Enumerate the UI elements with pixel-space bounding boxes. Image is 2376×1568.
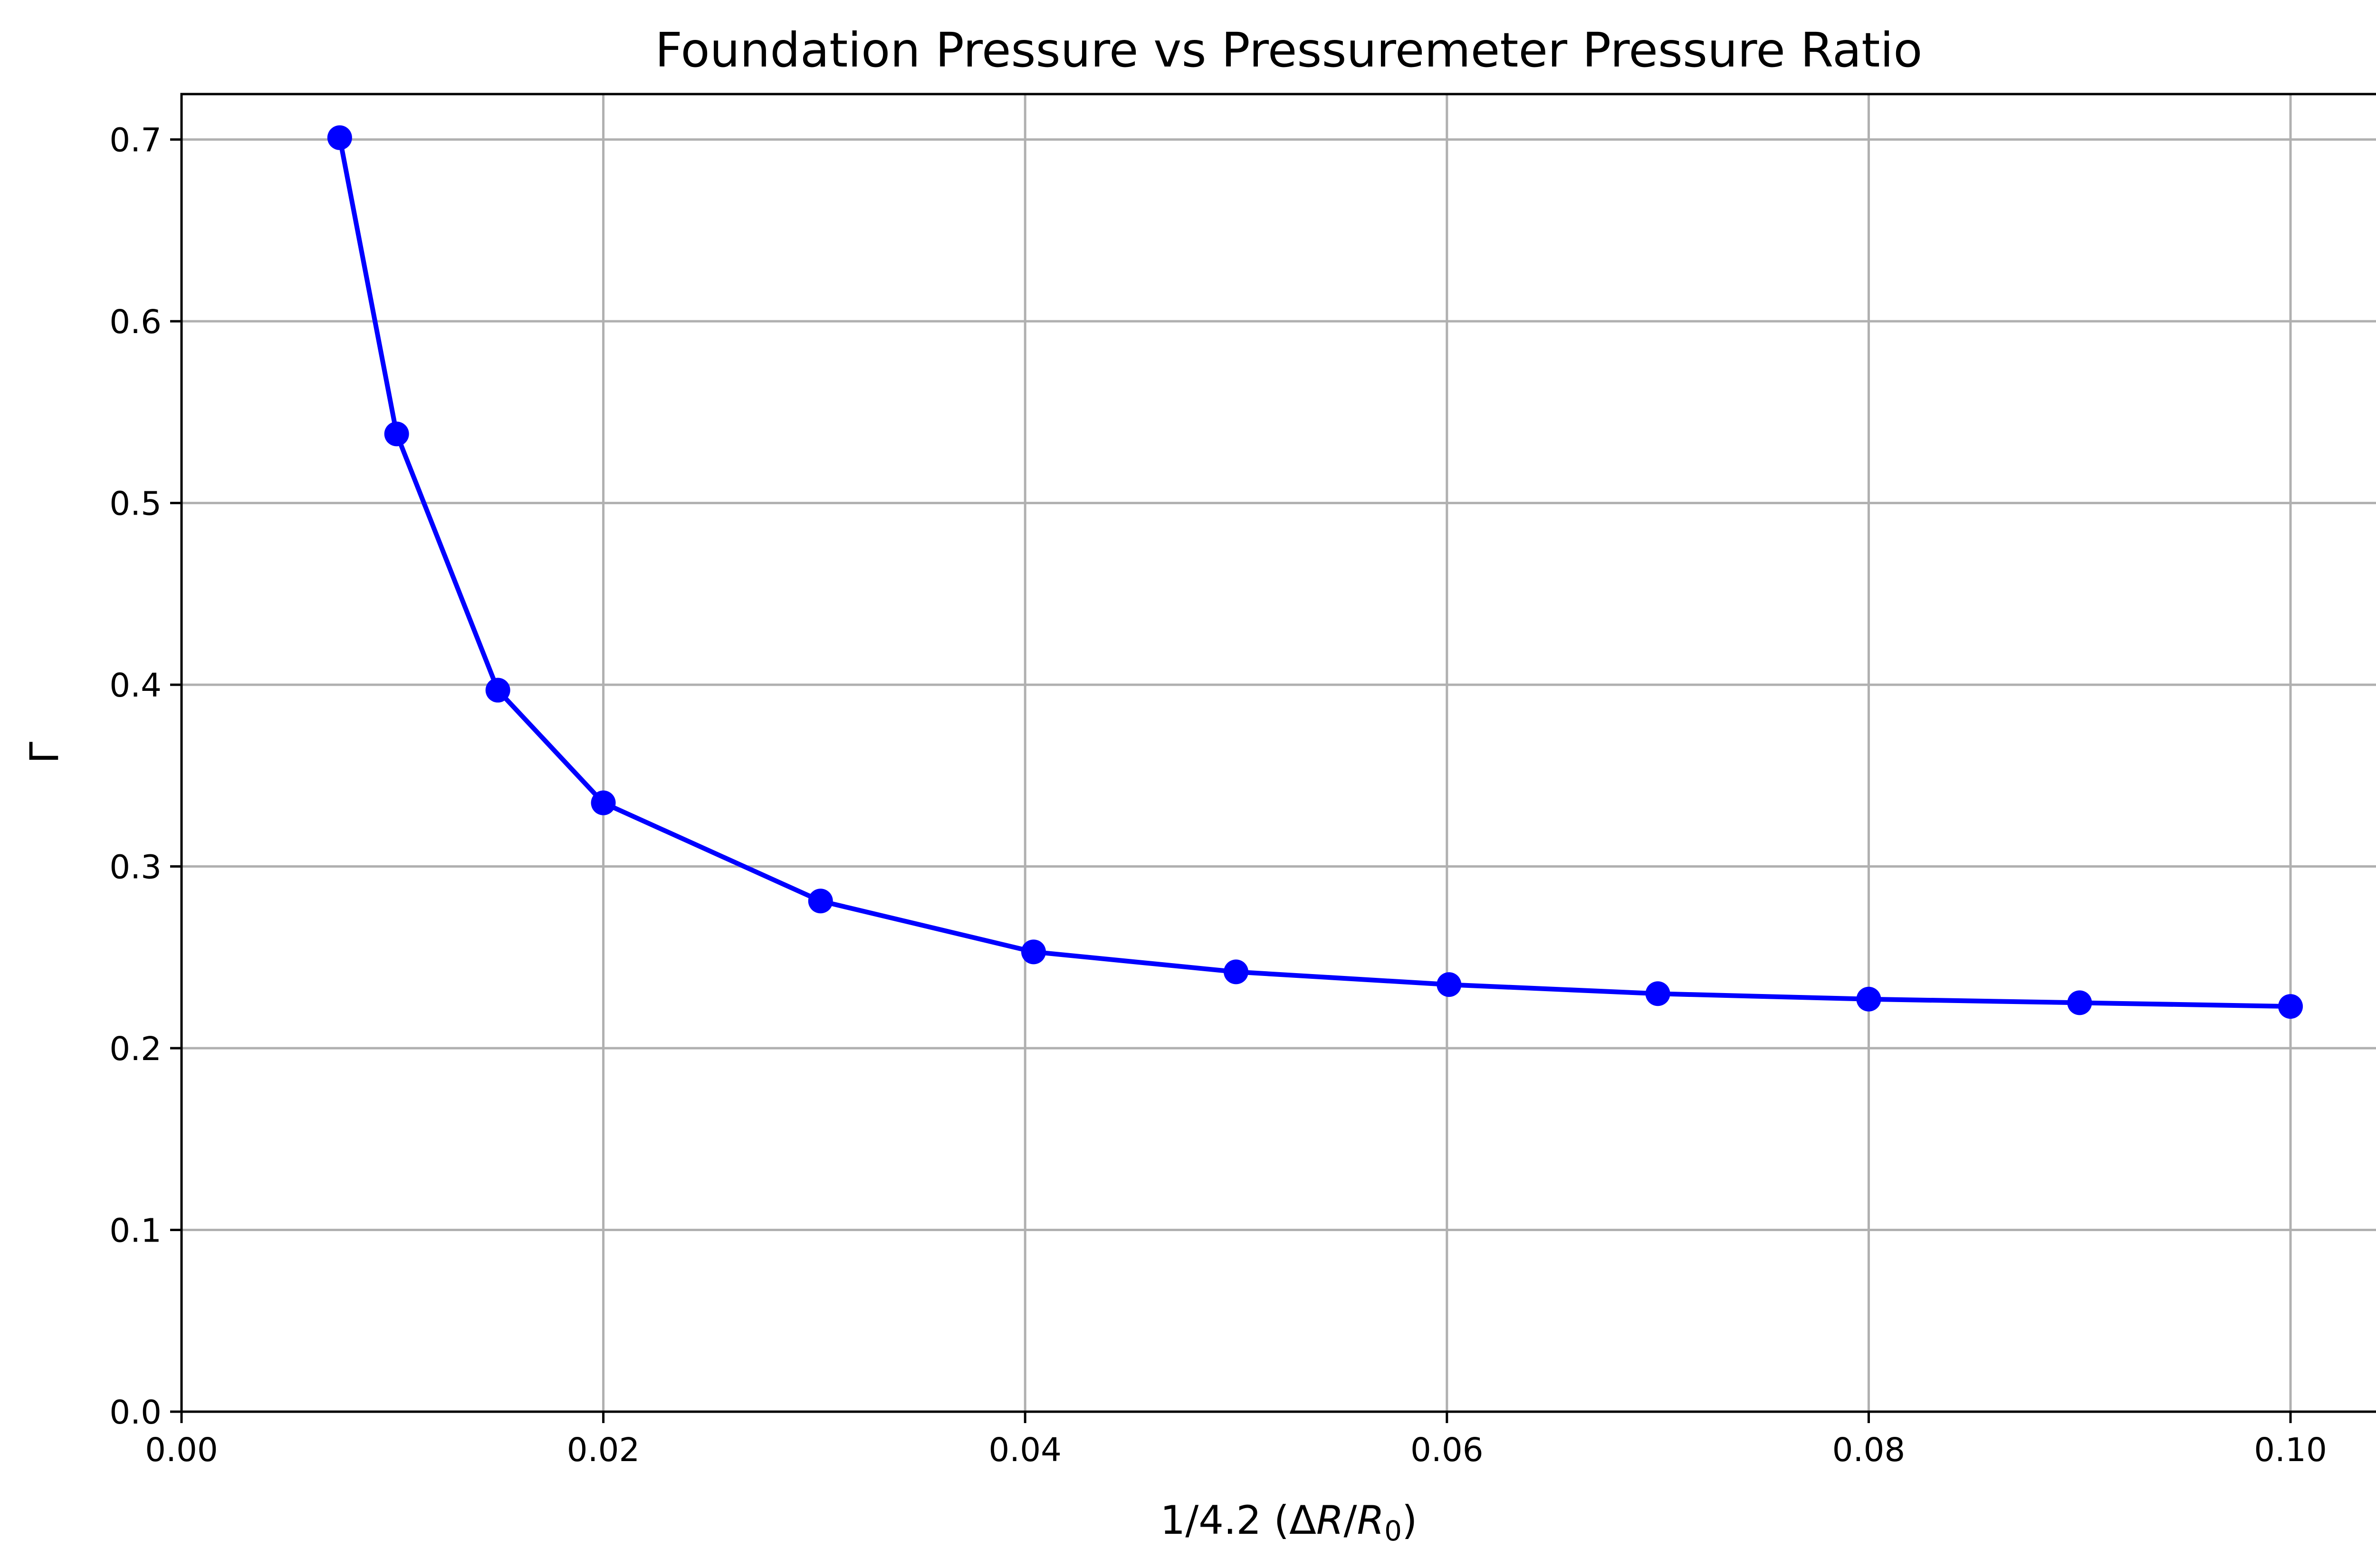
series-layer xyxy=(327,125,2303,1019)
x-axis-label-suffix: ) xyxy=(1402,1497,1417,1543)
tick-layer: 0.00 0.02 0.04 0.06 0.08 0.10 0.0 0.1 0.2 0.3 0.4 0… xyxy=(109,122,2327,1469)
y-tick-label: 0.5 xyxy=(109,485,162,523)
y-tick-label: 0.0 xyxy=(109,1394,162,1432)
data-point-marker xyxy=(1437,972,1462,997)
data-point-marker xyxy=(327,125,352,150)
grid-layer xyxy=(180,94,2376,1413)
data-point-marker xyxy=(485,678,510,703)
x-tick-label: 0.00 xyxy=(145,1431,218,1469)
x-tick-label: 0.04 xyxy=(988,1431,1062,1469)
plot-area-frame xyxy=(180,93,2376,1413)
x-axis-label-r2: R xyxy=(1357,1497,1384,1543)
data-point-marker xyxy=(591,790,616,815)
series-line xyxy=(337,135,2293,1009)
y-axis-label: Γ xyxy=(21,742,67,764)
y-tick-label: 0.1 xyxy=(109,1212,162,1250)
x-axis-label-prefix: 1/4.2 (Δ xyxy=(1160,1497,1317,1543)
y-tick-label: 0.3 xyxy=(109,849,162,887)
data-point-marker xyxy=(1645,981,1670,1006)
chart-title: Foundation Pressure vs Pressuremeter Pre… xyxy=(655,22,1923,78)
x-axis-label-subscript: 0 xyxy=(1384,1515,1402,1547)
y-tick-label: 0.7 xyxy=(109,122,162,160)
data-point-marker xyxy=(808,889,833,914)
x-axis-label: 1/4.2 (ΔR/R0) xyxy=(1160,1497,1418,1547)
data-point-marker xyxy=(2278,994,2303,1019)
y-tick-label: 0.4 xyxy=(109,667,162,705)
data-point-marker xyxy=(1856,986,1881,1012)
y-tick-label: 0.2 xyxy=(109,1030,162,1068)
data-point-marker xyxy=(1021,939,1046,965)
x-axis-label-slash: / xyxy=(1344,1497,1357,1543)
data-point-marker xyxy=(2067,990,2092,1015)
x-tick-label: 0.02 xyxy=(567,1431,640,1469)
x-tick-label: 0.08 xyxy=(1832,1431,1906,1469)
y-tick-label: 0.6 xyxy=(109,303,162,341)
data-point-marker xyxy=(1224,959,1249,985)
data-point-marker xyxy=(384,421,409,447)
x-tick-label: 0.06 xyxy=(1410,1431,1484,1469)
x-tick-label: 0.10 xyxy=(2254,1431,2327,1469)
x-axis-label-r1: R xyxy=(1316,1497,1344,1543)
